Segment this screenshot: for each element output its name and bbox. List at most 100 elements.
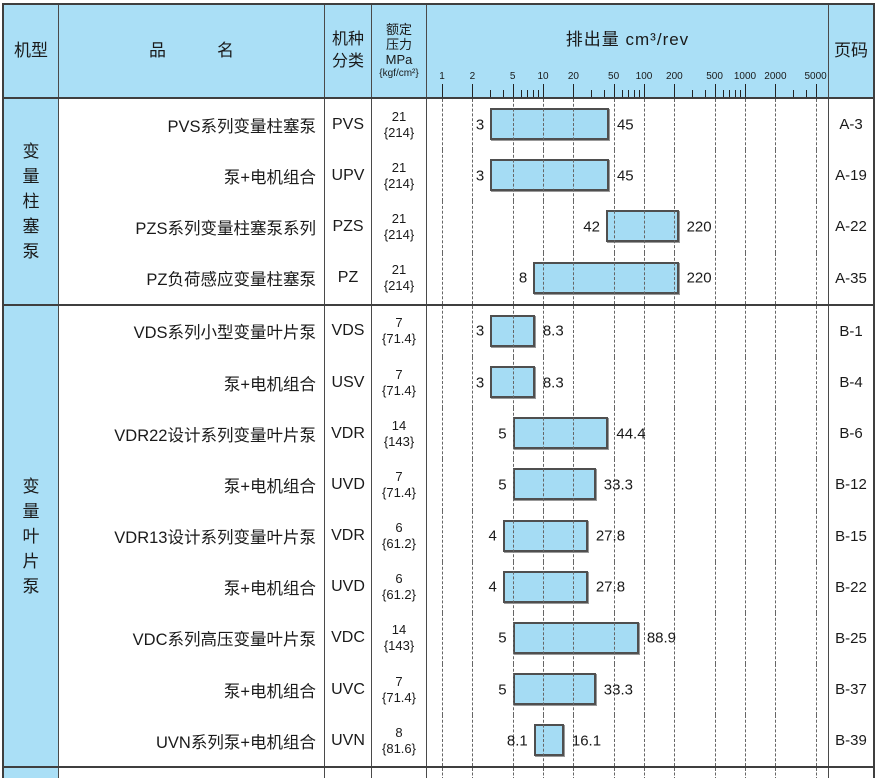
- chart-gridline: [472, 305, 474, 357]
- partial-model-code-cell: [325, 768, 372, 778]
- page-number-cell: B-39: [835, 732, 867, 750]
- rated-pressure-cell: 21 {214}: [372, 201, 427, 253]
- chart-gridline: [674, 612, 676, 665]
- axis-minor-tick: [591, 90, 593, 97]
- rated-pressure-line1: 额定: [385, 22, 412, 37]
- chart-gridline: [674, 664, 676, 716]
- chart-gridline: [674, 561, 676, 613]
- axis-major-tick: [512, 84, 514, 97]
- chart-gridline: [745, 252, 746, 304]
- axis-major-tick: [775, 84, 777, 97]
- chart-gridline: [442, 305, 443, 357]
- bar-max-label: 8.3: [542, 374, 564, 392]
- product-name-cell: 泵+电机组合: [59, 561, 325, 613]
- displacement-chart-cell: 8 220: [427, 252, 829, 304]
- header-machine-type-label: 机型: [14, 41, 48, 60]
- model-code-cell: PVS: [325, 99, 372, 151]
- page-number-cell: B-22: [835, 578, 867, 596]
- chart-gridline: [644, 715, 645, 767]
- chart-gridline: [674, 356, 676, 409]
- partial-machine-type-cell: [4, 768, 59, 778]
- bar-max-label: 27.8: [595, 527, 626, 545]
- chart-gridline: [512, 459, 514, 511]
- axis-major-tick: [644, 84, 645, 97]
- displacement-range-bar: [533, 724, 564, 757]
- displacement-chart-cell: 3 45: [427, 99, 829, 151]
- chart-gridline: [512, 150, 514, 202]
- chart-gridline: [573, 715, 575, 767]
- chart-gridline: [775, 252, 777, 304]
- bar-min-label: 5: [498, 425, 507, 443]
- page-number-cell: B-25: [835, 629, 867, 647]
- chart-gridline: [543, 459, 544, 511]
- chart-gridline: [745, 561, 746, 613]
- chart-gridline: [613, 612, 615, 665]
- chart-gridline: [674, 768, 676, 778]
- chart-gridline: [815, 201, 817, 253]
- axis-tick-label: 5000: [804, 71, 827, 82]
- page-number-cell: A-22: [835, 218, 867, 236]
- chart-gridline: [714, 305, 716, 357]
- chart-gridline: [674, 99, 676, 151]
- chart-gridline: [442, 356, 443, 409]
- header-model-class-line1: 机种: [331, 31, 364, 48]
- partial-chart-cell: [427, 768, 829, 778]
- chart-gridline: [543, 252, 544, 304]
- axis-minor-tick: [805, 90, 807, 97]
- chart-gridline: [745, 201, 746, 253]
- chart-gridline: [714, 561, 716, 613]
- pressure-mpa-value: 7: [395, 468, 403, 484]
- chart-gridline: [815, 99, 817, 151]
- chart-gridline: [472, 408, 474, 460]
- chart-gridline: [815, 150, 817, 202]
- displacement-chart-cell: 5 33.3: [427, 664, 829, 716]
- table-body: 变量柱塞泵 PVS系列变量柱塞泵 PVS 21 {214} 3 45 A-3 泵+电机组合 UPV…: [4, 99, 873, 769]
- chart-gridline: [512, 201, 514, 253]
- partial-pressure-cell: [372, 768, 427, 778]
- header-product-name: 品 名: [59, 5, 325, 97]
- bar-max-label: 220: [686, 269, 712, 287]
- model-code-cell: UPV: [325, 150, 372, 202]
- chart-gridline: [613, 201, 615, 253]
- chart-gridline: [644, 252, 645, 304]
- axis-tick-label: 5: [509, 71, 516, 82]
- chart-gridline: [613, 252, 615, 304]
- chart-gridline: [815, 664, 817, 716]
- axis-minor-tick: [603, 90, 605, 97]
- axis-tick-label: 20: [567, 71, 579, 82]
- header-page-number-label: 页码: [834, 41, 868, 60]
- page-number-cell: B-1: [839, 322, 863, 340]
- machine-type-char: 塞: [22, 216, 40, 236]
- axis-tick-label: 50: [608, 71, 620, 82]
- axis-major-tick: [543, 84, 544, 97]
- axis-major-tick: [573, 84, 575, 97]
- chart-gridline: [714, 715, 716, 767]
- chart-gridline: [543, 305, 544, 357]
- chart-gridline: [815, 561, 817, 613]
- chart-gridline: [644, 459, 645, 511]
- axis-minor-tick: [704, 90, 706, 97]
- chart-gridline: [613, 561, 615, 613]
- chart-gridline: [644, 768, 645, 778]
- chart-gridline: [543, 664, 544, 716]
- machine-type-char: 量: [22, 501, 40, 521]
- displacement-range-bar: [490, 365, 535, 398]
- chart-gridline: [512, 612, 514, 665]
- bar-min-label: 5: [498, 476, 507, 494]
- rated-pressure-unit: MPa: [385, 52, 413, 67]
- axis-minor-tick: [793, 90, 795, 97]
- page-number-cell: B-6: [839, 425, 863, 443]
- chart-gridline: [442, 715, 443, 767]
- displacement-chart-cell: 4 27.8: [427, 561, 829, 613]
- rated-pressure-line2: 压力: [385, 37, 412, 52]
- chart-gridline: [472, 150, 474, 202]
- chart-gridline: [775, 768, 777, 778]
- axis-tick-label: 10: [537, 71, 549, 82]
- chart-gridline: [573, 664, 575, 716]
- chart-gridline: [815, 459, 817, 511]
- pressure-kgf-value: {71.4}: [382, 484, 416, 500]
- chart-gridline: [512, 561, 514, 613]
- axis-minor-tick: [533, 90, 535, 97]
- pressure-kgf-value: {214}: [383, 175, 415, 191]
